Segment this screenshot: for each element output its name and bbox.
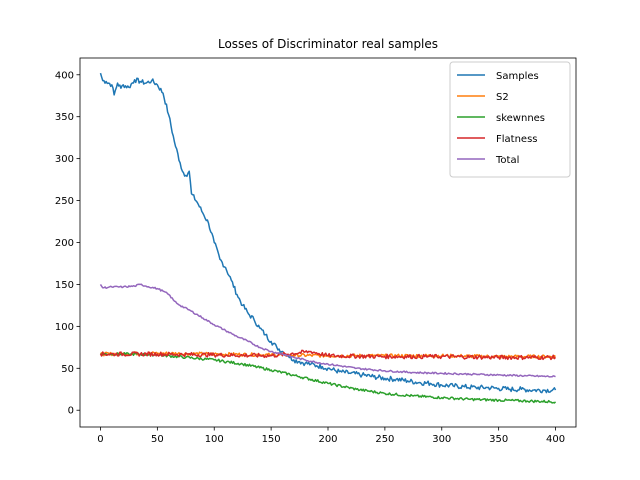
y-tick-label: 100 [55,322,74,333]
legend-label-total: Total [495,155,519,166]
y-tick-label: 300 [55,154,74,165]
series-line-flatness [99,349,557,361]
x-tick-label: 350 [489,434,508,445]
y-tick-label: 150 [55,280,74,291]
plot-lines [99,72,557,404]
x-tick-label: 50 [151,434,164,445]
legend-label-samples: Samples [496,71,539,82]
series-line-skewnnes [100,352,557,404]
legend-label-s2: S2 [496,92,509,103]
y-tick-label: 250 [55,196,74,207]
y-tick-label: 200 [55,238,74,249]
legend-label-flatness: Flatness [496,134,538,145]
x-tick-label: 300 [432,434,451,445]
x-tick-label: 150 [262,434,281,445]
y-tick-label: 350 [55,112,74,123]
x-tick-label: 200 [318,434,337,445]
y-tick-label: 50 [61,364,74,375]
axes: 0 50 100 150 200 250 300 350 400 0 50 100 150 200 250 3… [55,57,577,445]
legend-box [449,61,571,178]
x-tick-label: 250 [375,434,394,445]
series-line-total [99,283,556,378]
chart-title: Losses of Discriminator real samples [218,37,438,51]
x-tick-label: 100 [205,434,224,445]
y-tick-label: 400 [55,70,74,81]
series-line-samples [99,72,557,394]
legend: Samples S2 skewnnes Flatness Total [449,61,571,178]
legend-label-skewnnes: skewnnes [496,113,545,124]
x-tick-label: 400 [546,434,565,445]
x-tick-label: 0 [97,434,103,445]
y-tick-label: 0 [68,406,74,417]
